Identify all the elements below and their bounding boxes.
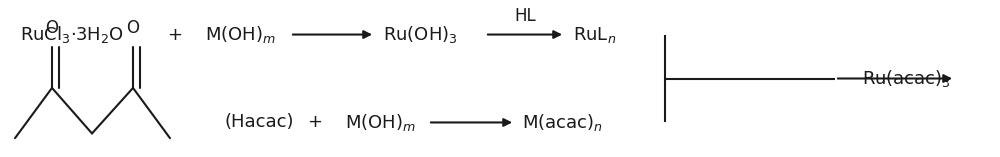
Text: M(OH)$_m$: M(OH)$_m$ — [205, 24, 276, 45]
Text: O: O — [46, 19, 58, 37]
Text: M(acac)$_n$: M(acac)$_n$ — [522, 112, 603, 133]
Text: O: O — [126, 19, 140, 37]
Text: $+$: $+$ — [307, 114, 323, 131]
Text: HL: HL — [514, 7, 536, 25]
Text: $+$: $+$ — [167, 26, 183, 43]
Text: Ru(OH)$_3$: Ru(OH)$_3$ — [383, 24, 458, 45]
Text: (Hacac): (Hacac) — [225, 114, 294, 131]
Text: Ru(acac)$_3$: Ru(acac)$_3$ — [862, 68, 951, 89]
Text: RuCl$_3$·3H$_2$O: RuCl$_3$·3H$_2$O — [20, 24, 124, 45]
Text: RuL$_n$: RuL$_n$ — [573, 24, 616, 45]
Text: M(OH)$_m$: M(OH)$_m$ — [345, 112, 416, 133]
